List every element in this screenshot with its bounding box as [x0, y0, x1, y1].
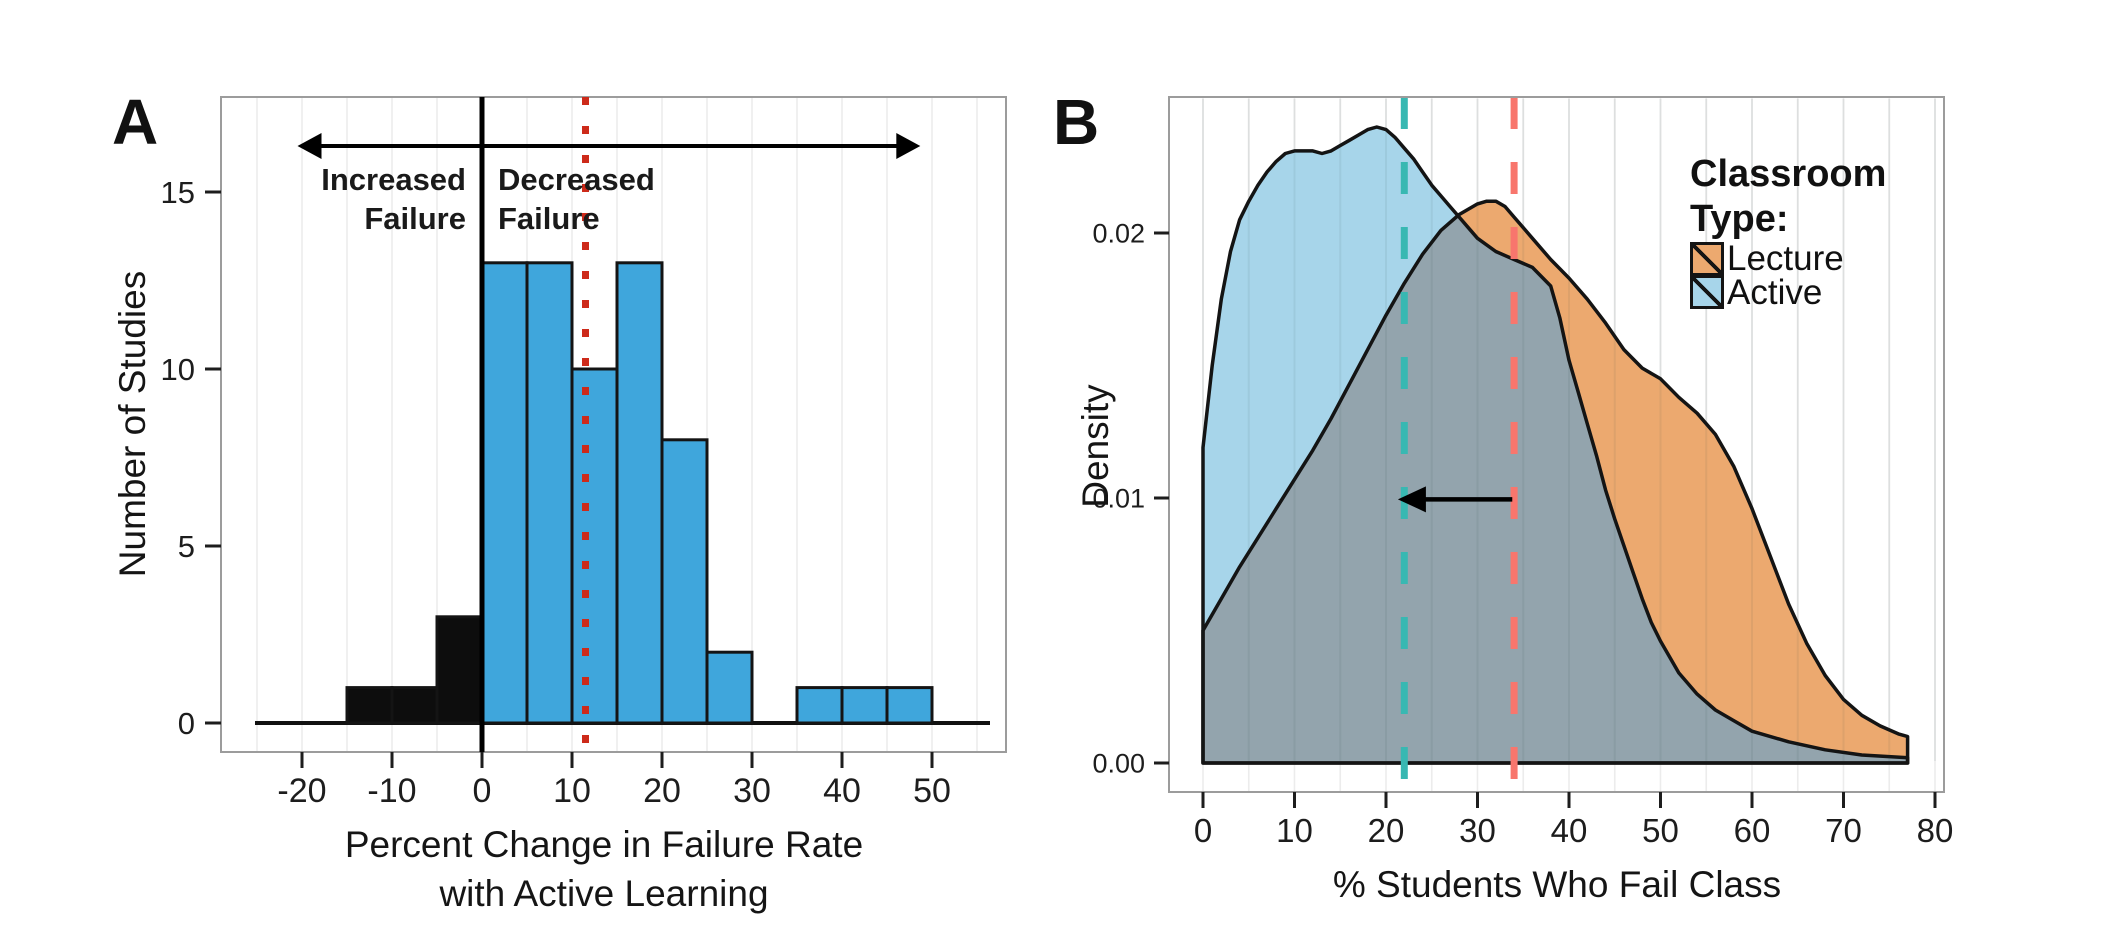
- increased-failure-label: Increased Failure: [321, 160, 466, 238]
- lecture-density-outline: [1201, 199, 1910, 765]
- panel-b-x-tick-label: 60: [1734, 812, 1771, 849]
- range-arrow-right-head: [896, 132, 921, 159]
- panel-b-y-tick-label: 0.01: [1092, 483, 1145, 513]
- panel-a-y-tick-label: 5: [178, 529, 195, 564]
- histogram-bar: [660, 438, 709, 725]
- panel-b-x-tick-label: 20: [1368, 812, 1405, 849]
- panel-b-letter: B: [1053, 86, 1100, 158]
- panel-a-x-axis-title-line2: with Active Learning: [439, 873, 769, 914]
- decreased-failure-label: Decreased Failure: [498, 160, 655, 238]
- increased-failure-line1: Increased: [321, 162, 466, 197]
- histogram-bar: [480, 261, 529, 725]
- histogram-bar: [525, 261, 574, 725]
- panel-b-x-tick-label: 70: [1825, 812, 1862, 849]
- panel-b-y-tick-label: 0.02: [1092, 218, 1145, 248]
- increased-failure-line2: Failure: [364, 201, 466, 236]
- histogram-bar: [570, 367, 619, 725]
- panel-a-y-tick-label: 15: [161, 175, 195, 210]
- histogram-bar: [795, 686, 844, 725]
- panel-a-y-axis-title: Number of Studies: [112, 270, 153, 578]
- histogram-bar: [840, 686, 889, 725]
- panel-b-y-axis-title: Density: [1075, 384, 1116, 508]
- panel-a-x-axis-title-line1: Percent Change in Failure Rate: [344, 824, 864, 865]
- legend-title-line1: Classroom: [1690, 153, 1887, 195]
- panel-b-x-tick-label: 0: [1194, 812, 1212, 849]
- histogram-bar: [705, 650, 754, 725]
- panel-b-border: [1168, 96, 1945, 793]
- panel-a-y-tick-label: 0: [178, 706, 195, 741]
- histogram-bar: [390, 686, 439, 725]
- range-arrow-left-head: [297, 132, 322, 159]
- histogram-bar: [885, 686, 934, 725]
- panel-a-x-tick-label: 0: [473, 772, 492, 810]
- legend-entry-active: Active: [1690, 273, 1886, 312]
- panel-a-border: [220, 96, 1007, 753]
- legend-title-line2: Type:: [1690, 198, 1789, 240]
- lecture-swatch-icon: [1690, 242, 1724, 276]
- panel-a-x-tick-label: -10: [367, 772, 416, 810]
- shift-arrow-head: [1397, 486, 1426, 513]
- panel-b-x-tick-label: 10: [1276, 812, 1313, 849]
- panel-b-y-tick-label: 0.00: [1092, 748, 1145, 778]
- panel-a-x-tick-label: -20: [277, 772, 326, 810]
- panel-a-x-tick-label: 50: [913, 772, 951, 810]
- legend-title: Classroom Type:: [1690, 152, 1886, 242]
- legend-label-lecture: Lecture: [1727, 239, 1844, 278]
- panel-a-x-tick-label: 10: [553, 772, 591, 810]
- legend: Classroom Type: Lecture Active: [1690, 152, 1886, 312]
- legend-entry-lecture: Lecture: [1690, 239, 1886, 278]
- panel-b-x-tick-label: 50: [1642, 812, 1679, 849]
- panel-a-x-axis-title: Percent Change in Failure Rate with Acti…: [345, 820, 863, 918]
- histogram-bar: [435, 615, 484, 725]
- histogram-bar: [345, 686, 394, 725]
- panel-b-x-tick-label: 30: [1459, 812, 1496, 849]
- active-swatch-icon: [1690, 274, 1724, 309]
- panel-b-x-tick-label: 40: [1551, 812, 1588, 849]
- overlap-density-area: [1203, 217, 1908, 764]
- panel-a-x-tick-label: 30: [733, 772, 771, 810]
- legend-label-active: Active: [1727, 273, 1823, 312]
- active-density-outline: [1201, 125, 1910, 765]
- panel-b-x-axis-title: % Students Who Fail Class: [1332, 864, 1782, 905]
- panel-a-x-tick-label: 40: [823, 772, 861, 810]
- panel-a-x-tick-label: 20: [643, 772, 681, 810]
- panel-b-x-tick-label: 80: [1917, 812, 1954, 849]
- panel-a-y-tick-label: 10: [161, 352, 195, 387]
- panel-a-letter: A: [112, 86, 159, 158]
- decreased-failure-line2: Failure: [498, 201, 600, 236]
- decreased-failure-line1: Decreased: [498, 162, 655, 197]
- histogram-bar: [615, 261, 664, 725]
